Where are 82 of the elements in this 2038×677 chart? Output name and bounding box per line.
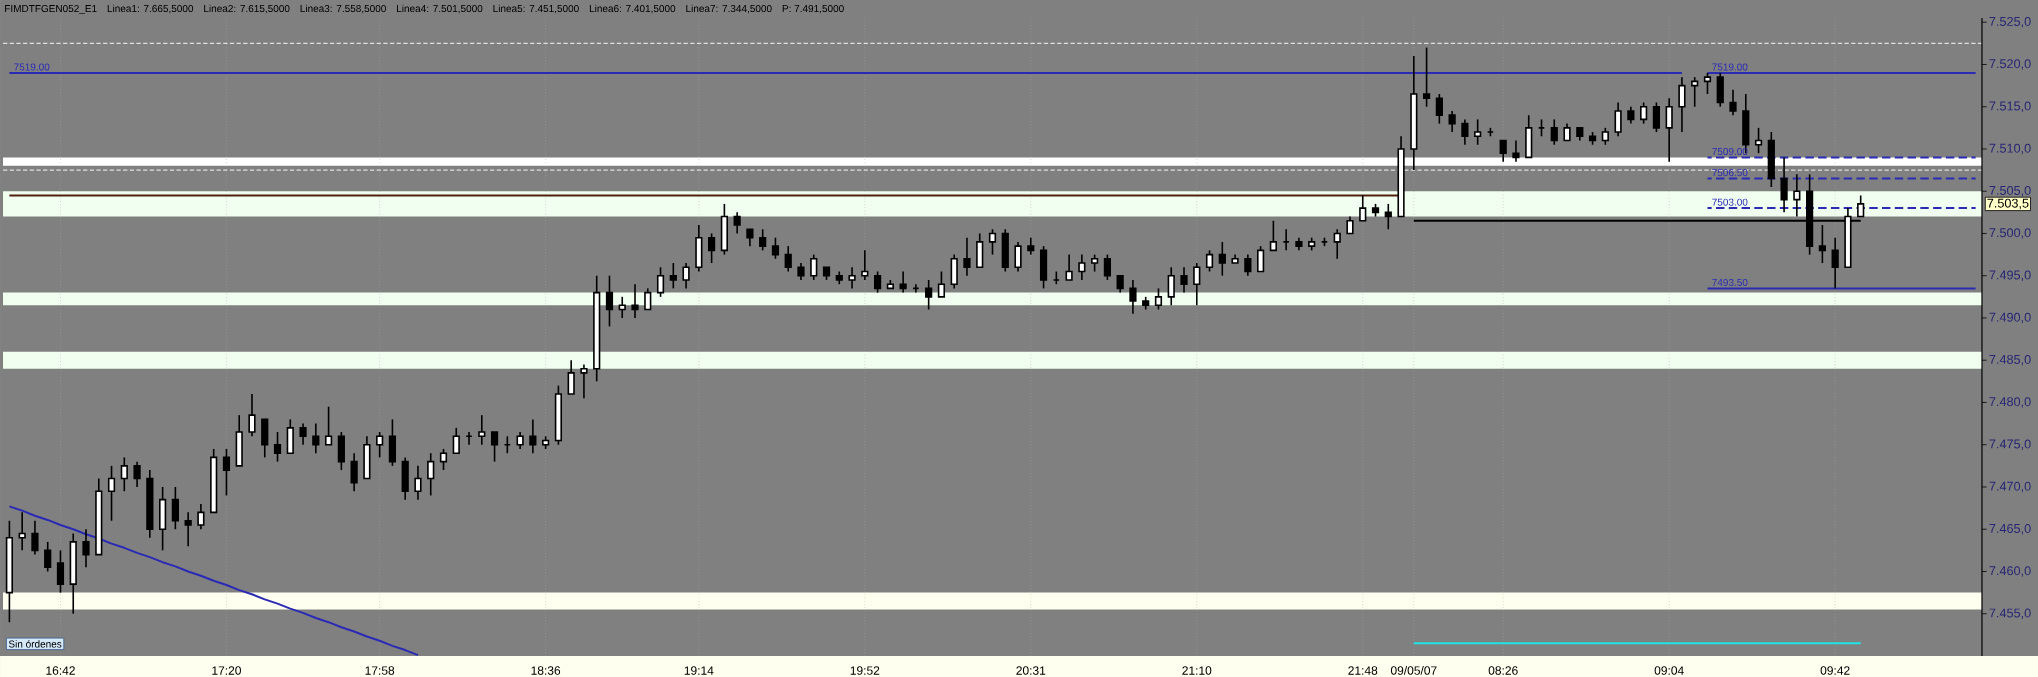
candlestick bbox=[1129, 279, 1137, 315]
text: Linea4: 7.501,5000 bbox=[397, 4, 483, 14]
x-tick-label: 09/05/07 bbox=[1390, 665, 1437, 675]
candlestick bbox=[733, 211, 741, 235]
y-tick-label: 7.510,0 bbox=[1989, 143, 2031, 155]
series-label: 7493.50 bbox=[1712, 278, 1748, 287]
candlestick bbox=[427, 452, 435, 497]
candlestick bbox=[312, 422, 320, 454]
candlestick bbox=[82, 528, 90, 569]
candlestick bbox=[478, 414, 486, 446]
candlestick bbox=[350, 452, 358, 493]
candlestick bbox=[1180, 266, 1188, 294]
candlestick bbox=[1780, 156, 1788, 214]
candlestick bbox=[31, 519, 39, 556]
y-tick-label: 7.480,0 bbox=[1989, 397, 2031, 408]
candlestick bbox=[1550, 118, 1558, 146]
line-series bbox=[8, 505, 419, 657]
candlestick bbox=[146, 469, 154, 539]
candlestick bbox=[1078, 253, 1086, 281]
candlestick bbox=[631, 283, 639, 319]
x-tick-label: 20:31 bbox=[1016, 666, 1046, 675]
candlestick bbox=[1333, 228, 1341, 260]
x-tick-label: 17:58 bbox=[365, 666, 395, 675]
series-label: 7503.00 bbox=[1712, 198, 1748, 206]
y-tick-label: 7.525,0 bbox=[1989, 16, 2031, 28]
candlestick bbox=[18, 511, 26, 552]
y-tick-label: 7.470,0 bbox=[1989, 481, 2031, 493]
candlestick bbox=[1461, 118, 1469, 146]
y-tick-label: 7.475,0 bbox=[1989, 439, 2031, 450]
candlestick bbox=[1691, 76, 1699, 108]
x-tick-label: 09:42 bbox=[1820, 666, 1850, 675]
text: Linea2: 7.615,5000 bbox=[204, 4, 290, 14]
text: Linea5: 7.451,5000 bbox=[493, 4, 579, 14]
series-label: 7506.50 bbox=[1712, 169, 1748, 177]
text: Linea3: 7.558,5000 bbox=[300, 4, 386, 14]
candlestick bbox=[899, 270, 907, 294]
text: Linea6: 7.401,5000 bbox=[589, 4, 676, 14]
candlestick bbox=[1027, 236, 1035, 256]
text: 7.503,5 bbox=[1987, 198, 2029, 210]
y-tick-label: 7.515,0 bbox=[1989, 101, 2031, 112]
x-tick-label: 21:48 bbox=[1348, 666, 1378, 675]
x-tick-label: 19:52 bbox=[850, 666, 880, 675]
text: P: 7.491,5000 bbox=[782, 5, 844, 14]
candlestick bbox=[401, 456, 409, 501]
series-label: 7519.00 bbox=[14, 63, 50, 71]
y-tick-label: 7.500,0 bbox=[1989, 228, 2031, 239]
x-tick-label: 21:10 bbox=[1182, 666, 1212, 675]
text: FIMDTFGEN052_E1 bbox=[5, 5, 97, 14]
candlestick bbox=[1512, 139, 1520, 163]
text: Linea7: 7.344,5000 bbox=[686, 4, 772, 14]
candlestick bbox=[593, 274, 601, 383]
candlestick bbox=[1167, 266, 1175, 307]
x-tick-label: 19:14 bbox=[684, 666, 714, 675]
candlestick bbox=[414, 465, 422, 501]
annotation: Sin órdenes bbox=[8, 640, 62, 648]
candlestick bbox=[184, 511, 192, 547]
y-tick-label: 7.495,0 bbox=[1989, 270, 2031, 281]
candlestick bbox=[1793, 173, 1801, 218]
y-tick-label: 7.520,0 bbox=[1989, 59, 2031, 70]
y-tick-label: 7.455,0 bbox=[1989, 608, 2031, 619]
x-tick-label: 08:26 bbox=[1488, 666, 1518, 675]
candlestick bbox=[580, 363, 588, 400]
y-tick-label: 7.485,0 bbox=[1989, 354, 2031, 366]
candlestick bbox=[963, 236, 971, 277]
x-tick-label: 17:20 bbox=[212, 666, 241, 675]
candlestick bbox=[529, 418, 537, 454]
candlestick bbox=[1384, 203, 1392, 231]
y-tick-label: 7.460,0 bbox=[1989, 566, 2031, 577]
y-tick-label: 7.465,0 bbox=[1989, 524, 2031, 535]
x-tick-label: 16:42 bbox=[46, 666, 75, 675]
text: Linea1: 7.665,5000 bbox=[107, 4, 194, 14]
x-tick-label: 18:36 bbox=[531, 666, 561, 675]
candlestick bbox=[1678, 76, 1686, 133]
series-label: 7509.00 bbox=[1712, 147, 1748, 156]
candlestick bbox=[848, 266, 856, 290]
candlestick bbox=[1831, 236, 1839, 290]
series-label: 7519.00 bbox=[1712, 63, 1748, 71]
candlestick bbox=[69, 532, 77, 615]
x-tick-label: 09:04 bbox=[1654, 666, 1684, 675]
candlestick bbox=[618, 296, 626, 319]
y-tick-label: 7.490,0 bbox=[1989, 312, 2031, 324]
y-tick-label: 7.505,0 bbox=[1989, 185, 2031, 197]
